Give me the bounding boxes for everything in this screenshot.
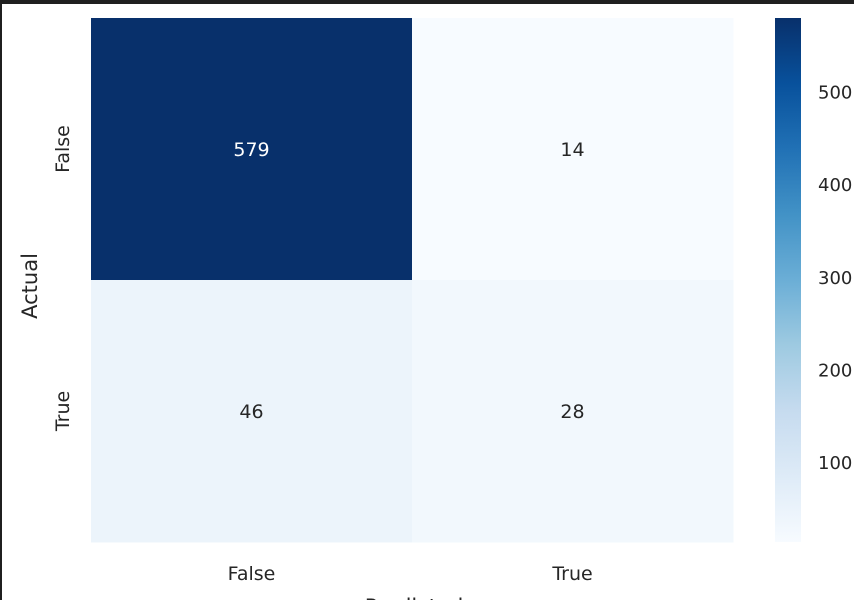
- colorbar: [775, 18, 801, 542]
- y-tick-label: False: [52, 125, 74, 173]
- colorbar-tick-label: 400: [818, 175, 852, 196]
- heatmap-cells: [91, 18, 734, 543]
- cell-value-label: 14: [560, 139, 584, 161]
- colorbar-tick-label: 200: [818, 360, 852, 381]
- x-tick-label: False: [228, 563, 276, 585]
- heatmap-cell: [91, 280, 413, 543]
- heatmap-cell: [91, 18, 413, 281]
- heatmap-cell: [412, 280, 734, 543]
- x-tick-label: True: [551, 563, 592, 585]
- colorbar-tick-label: 500: [818, 82, 852, 103]
- cell-annotations: 579 14 46 28: [233, 139, 584, 423]
- heatmap-cell: [412, 18, 734, 281]
- x-tick-labels: False True: [228, 563, 593, 585]
- cell-value-label: 579: [233, 139, 269, 161]
- y-tick-labels: False True: [52, 125, 74, 432]
- y-axis-label: Actual: [18, 253, 42, 319]
- colorbar-tick-label: 300: [818, 268, 852, 289]
- y-tick-label: True: [52, 391, 74, 432]
- colorbar-tick-label: 100: [818, 453, 852, 474]
- colorbar-tick-labels: 100 200 300 400 500: [818, 82, 852, 474]
- cell-value-label: 28: [560, 401, 584, 423]
- x-axis-label: Predicted: [365, 595, 464, 600]
- cell-value-label: 46: [239, 401, 263, 423]
